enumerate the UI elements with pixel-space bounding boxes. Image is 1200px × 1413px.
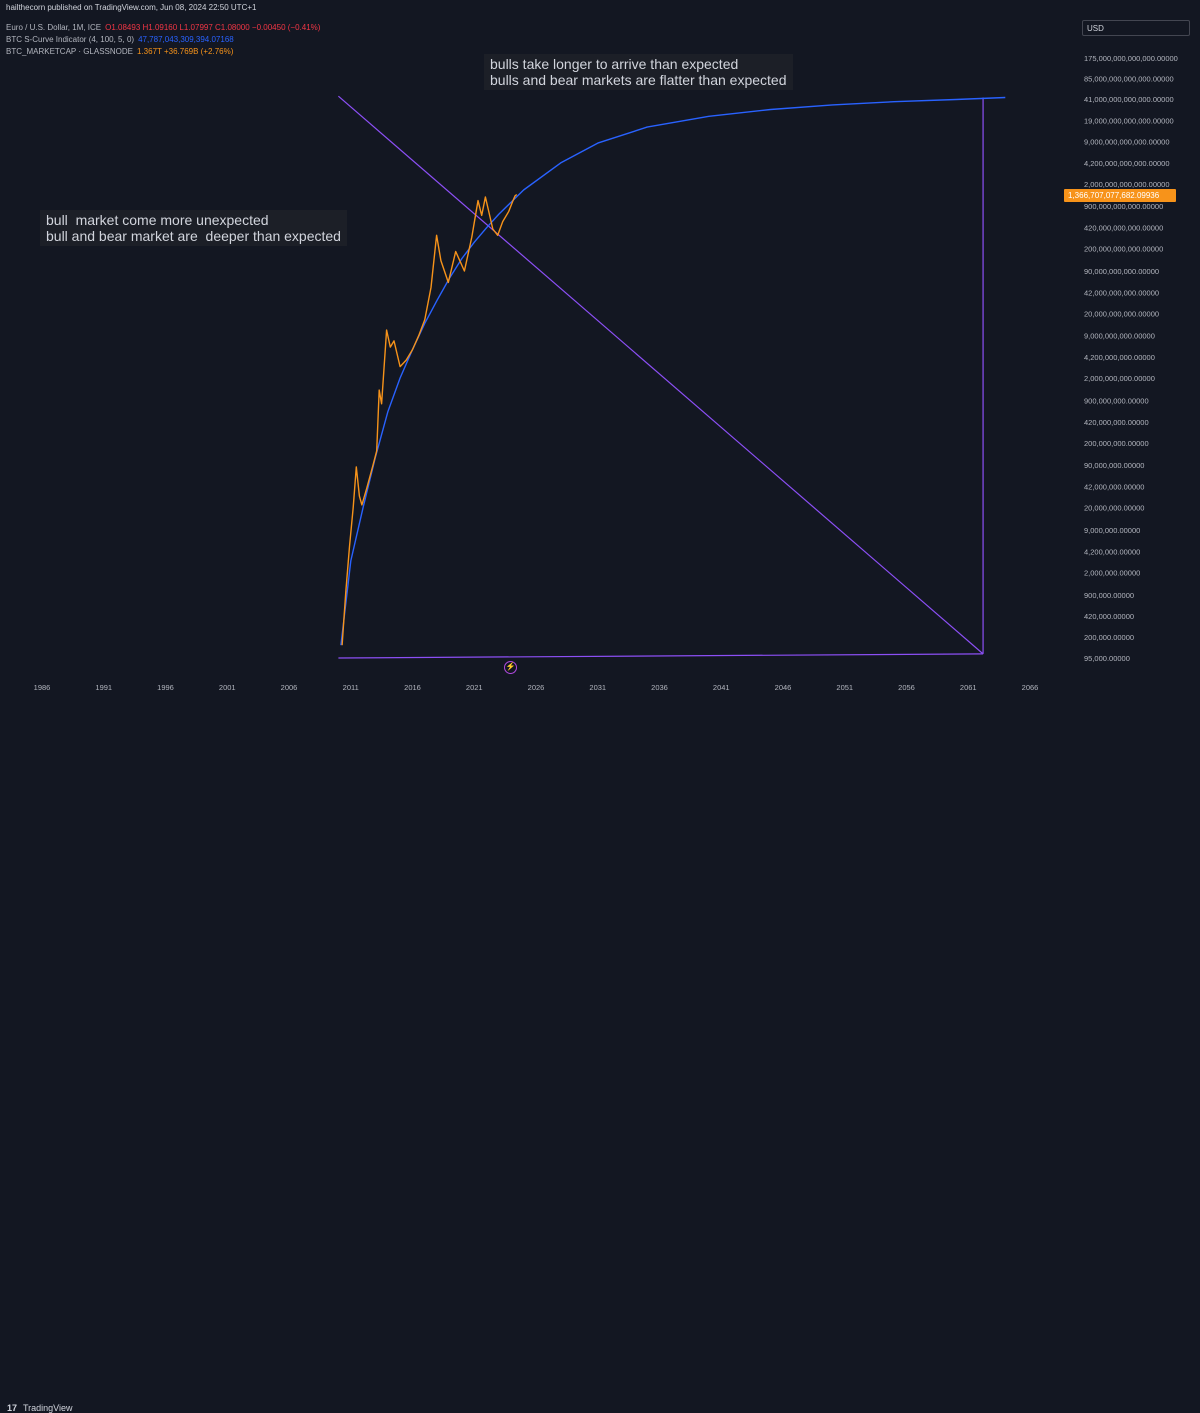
- y-tick-label: 85,000,000,000,000.00000: [1084, 74, 1174, 83]
- legend-name: BTC_MARKETCAP · GLASSNODE: [6, 47, 133, 56]
- y-tick-label: 900,000,000,000.00000: [1084, 202, 1163, 211]
- y-tick-label: 9,000,000,000,000.00000: [1084, 137, 1170, 146]
- trend-line-drawing[interactable]: [338, 95, 984, 655]
- series-layer: [340, 96, 1006, 646]
- x-tick-label: 2001: [219, 683, 236, 692]
- y-tick-label: 4,200,000.00000: [1084, 547, 1140, 556]
- brand-name: TradingView: [23, 1403, 73, 1413]
- x-tick-label: 2021: [466, 683, 483, 692]
- time-axis: 1986 1991 1996 2001 2006 2011 2016 2021 2026 2031…: [34, 683, 1039, 692]
- y-tick-label: 200,000.00000: [1084, 633, 1134, 642]
- y-tick-label: 420,000.00000: [1084, 612, 1134, 621]
- x-tick-label: 2031: [589, 683, 606, 692]
- y-tick-label: 2,000,000.00000: [1084, 568, 1140, 577]
- x-tick-label: 2011: [343, 683, 359, 692]
- last-price-badge: 1,366,707,077,682.09936: [1064, 189, 1176, 202]
- s-curve-series-line[interactable]: [340, 96, 1006, 646]
- y-tick-label: 200,000,000.00000: [1084, 439, 1149, 448]
- x-tick-label: 2056: [898, 683, 915, 692]
- y-tick-label: 95,000.00000: [1084, 654, 1130, 663]
- y-tick-label: 20,000,000.00000: [1084, 504, 1144, 513]
- y-tick-label: 420,000,000.00000: [1084, 418, 1149, 427]
- y-tick-label: 20,000,000,000.00000: [1084, 309, 1159, 318]
- x-tick-label: 2016: [404, 683, 421, 692]
- x-tick-label: 2006: [281, 683, 298, 692]
- legend-name: Euro / U.S. Dollar, 1M, ICE: [6, 23, 102, 32]
- legend-value: 1.367T +36.769B (+2.76%): [137, 47, 234, 56]
- legend-row[interactable]: Euro / U.S. Dollar, 1M, ICE O1.08493 H1.0…: [6, 22, 320, 34]
- y-tick-label: 90,000,000,000.00000: [1084, 267, 1159, 276]
- flash-icon[interactable]: ⚡: [504, 661, 517, 674]
- annotation-left[interactable]: bull market come more unexpected bull an…: [40, 210, 347, 246]
- x-tick-label: 2046: [775, 683, 792, 692]
- x-tick-label: 2061: [960, 683, 977, 692]
- drawings-layer: [338, 95, 984, 659]
- x-tick-label: 1986: [34, 683, 51, 692]
- x-tick-label: 2066: [1022, 683, 1039, 692]
- y-tick-label: 90,000,000.00000: [1084, 461, 1144, 470]
- y-tick-label: 200,000,000,000.00000: [1084, 245, 1163, 254]
- y-tick-label: 42,000,000,000.00000: [1084, 288, 1159, 297]
- legend-value: 47,787,043,309,394.07168: [138, 35, 234, 44]
- y-tick-label: 9,000,000,000.00000: [1084, 332, 1155, 341]
- y-tick-label: 900,000.00000: [1084, 591, 1134, 600]
- trend-line-drawing[interactable]: [338, 653, 984, 659]
- chart-canvas[interactable]: 175,000,000,000,000.00000 85,000,000,000,…: [0, 0, 1200, 719]
- tradingview-logo-icon: 17: [7, 1403, 18, 1413]
- legend-row[interactable]: BTC_MARKETCAP · GLASSNODE 1.367T +36.769B…: [6, 46, 320, 58]
- y-tick-label: 900,000,000.00000: [1084, 396, 1149, 405]
- legend-row[interactable]: BTC S-Curve Indicator (4, 100, 5, 0) 47,7…: [6, 34, 320, 46]
- y-tick-label: 41,000,000,000,000.00000: [1084, 95, 1174, 104]
- x-tick-label: 1996: [157, 683, 174, 692]
- y-tick-label: 2,000,000,000.00000: [1084, 374, 1155, 383]
- y-tick-label: 4,200,000,000.00000: [1084, 353, 1155, 362]
- x-tick-label: 1991: [95, 683, 112, 692]
- annotation-top-right[interactable]: bulls take longer to arrive than expecte…: [484, 54, 793, 90]
- y-tick-label: 2,000,000,000,000.00000: [1084, 180, 1170, 189]
- y-tick-label: 4,200,000,000,000.00000: [1084, 159, 1170, 168]
- x-tick-label: 2026: [528, 683, 545, 692]
- legend-name: BTC S-Curve Indicator (4, 100, 5, 0): [6, 35, 135, 44]
- x-tick-label: 2051: [836, 683, 853, 692]
- x-tick-label: 2036: [651, 683, 668, 692]
- legend-value: O1.08493 H1.09160 L1.07997 C1.08000 −0.0…: [105, 23, 321, 32]
- y-tick-label: 420,000,000,000.00000: [1084, 224, 1163, 233]
- legend: Euro / U.S. Dollar, 1M, ICE O1.08493 H1.0…: [6, 22, 320, 58]
- footer: 17 TradingView: [0, 699, 1200, 1413]
- top-bar: hailthecorn published on TradingView.com…: [0, 0, 1200, 16]
- currency-selector[interactable]: USD: [1082, 20, 1190, 36]
- y-tick-label: 175,000,000,000,000.00000: [1084, 54, 1178, 63]
- publisher-text: hailthecorn published on TradingView.com…: [6, 3, 257, 12]
- market-cap-series-line[interactable]: [341, 193, 518, 646]
- y-tick-label: 19,000,000,000,000.00000: [1084, 116, 1174, 125]
- x-tick-label: 2041: [713, 683, 730, 692]
- y-tick-label: 42,000,000.00000: [1084, 483, 1144, 492]
- price-axis: 175,000,000,000,000.00000 85,000,000,000,…: [1084, 54, 1178, 663]
- y-tick-label: 9,000,000.00000: [1084, 526, 1140, 535]
